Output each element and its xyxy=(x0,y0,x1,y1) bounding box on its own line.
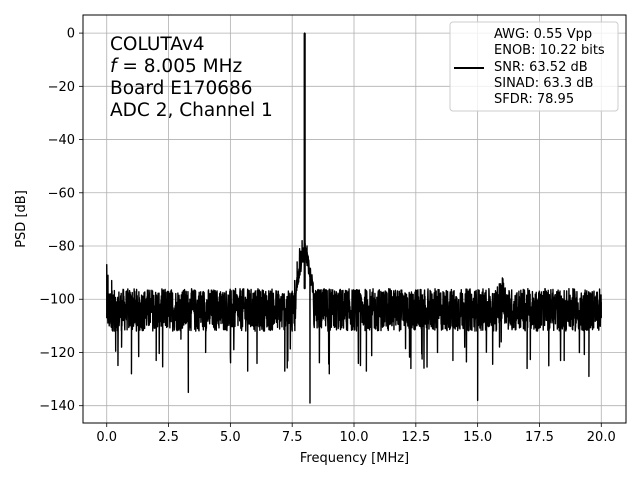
x-tick-label: 20.0 xyxy=(587,430,616,445)
legend-line-snr: SNR: 63.52 dB xyxy=(494,60,588,75)
y-axis-label: PSD [dB] xyxy=(14,190,29,248)
annotation-device: COLUTAv4 xyxy=(110,34,205,55)
legend-line-enob: ENOB: 10.22 bits xyxy=(494,43,605,58)
annotation-frequency: f = 8.005 MHz xyxy=(110,56,242,77)
plot-frame xyxy=(82,14,627,424)
y-tick-label: −80 xyxy=(48,240,75,255)
annotation-block: COLUTAv4 f = 8.005 MHz Board E170686 ADC… xyxy=(110,34,273,121)
y-tick-label: −40 xyxy=(48,133,75,148)
y-tick-label: −140 xyxy=(39,399,75,414)
annotation-board: Board E170686 xyxy=(110,78,253,99)
legend-line-sfdr: SFDR: 78.95 xyxy=(494,92,574,107)
x-tick-label: 10.0 xyxy=(340,430,369,445)
x-tick-label: 12.5 xyxy=(401,430,430,445)
ticks: 0.0 2.5 5.0 7.5 10.0 12.5 15.0 17.5 20.0 0 −20 −40 −… xyxy=(39,27,615,445)
data-layer xyxy=(106,32,602,404)
y-tick-label: 0 xyxy=(67,27,75,42)
y-tick-label: −20 xyxy=(48,80,75,95)
psd-series-line xyxy=(106,32,602,404)
legend: AWG: 0.55 Vpp ENOB: 10.22 bits SNR: 63.5… xyxy=(449,21,619,112)
x-tick-label: 5.0 xyxy=(220,430,241,445)
legend-line-awg: AWG: 0.55 Vpp xyxy=(494,27,592,42)
x-axis-label: Frequency [MHz] xyxy=(300,451,409,466)
x-tick-label: 0.0 xyxy=(96,430,117,445)
x-tick-label: 15.0 xyxy=(463,430,492,445)
x-tick-label: 2.5 xyxy=(158,430,179,445)
annotation-channel: ADC 2, Channel 1 xyxy=(110,100,273,121)
legend-line-sinad: SINAD: 63.3 dB xyxy=(494,76,593,91)
y-tick-label: −120 xyxy=(39,346,75,361)
y-tick-label: −100 xyxy=(39,293,75,308)
x-tick-label: 17.5 xyxy=(525,430,554,445)
legend-box xyxy=(449,21,619,112)
x-tick-label: 7.5 xyxy=(282,430,303,445)
y-tick-label: −60 xyxy=(48,186,75,201)
